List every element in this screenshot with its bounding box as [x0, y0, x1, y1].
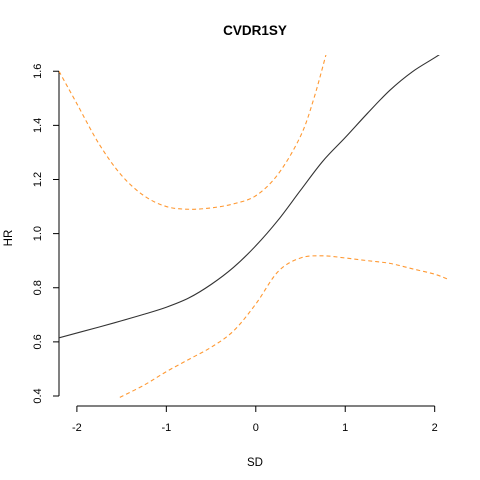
x-axis-label: SD	[247, 457, 263, 469]
x-tick-label: -1	[161, 422, 171, 434]
y-tick-label: 0.8	[32, 280, 44, 295]
y-axis-label: HR	[3, 230, 15, 247]
chart-title: CVDR1SY	[223, 23, 287, 38]
x-tick-label: 2	[432, 422, 438, 434]
y-tick-label: 1.2	[32, 172, 44, 187]
x-tick-label: 1	[342, 422, 348, 434]
y-tick-label: 0.4	[32, 388, 44, 403]
lower-ci-line	[119, 255, 449, 398]
upper-ci-line	[59, 55, 327, 210]
y-tick-label: 1.4	[32, 118, 44, 133]
y-tick-label: 0.6	[32, 334, 44, 349]
y-tick-label: 1.6	[32, 64, 44, 79]
hr-estimate-line	[59, 55, 440, 339]
axes: -2 -1 0 1 2 0.4 0.6 0.8 1.0 1.2 1.4 1.6	[32, 64, 438, 434]
y-tick-label: 1.0	[32, 226, 44, 241]
x-tick-label: -2	[72, 422, 82, 434]
x-tick-label: 0	[253, 422, 259, 434]
series-layer	[59, 55, 449, 398]
